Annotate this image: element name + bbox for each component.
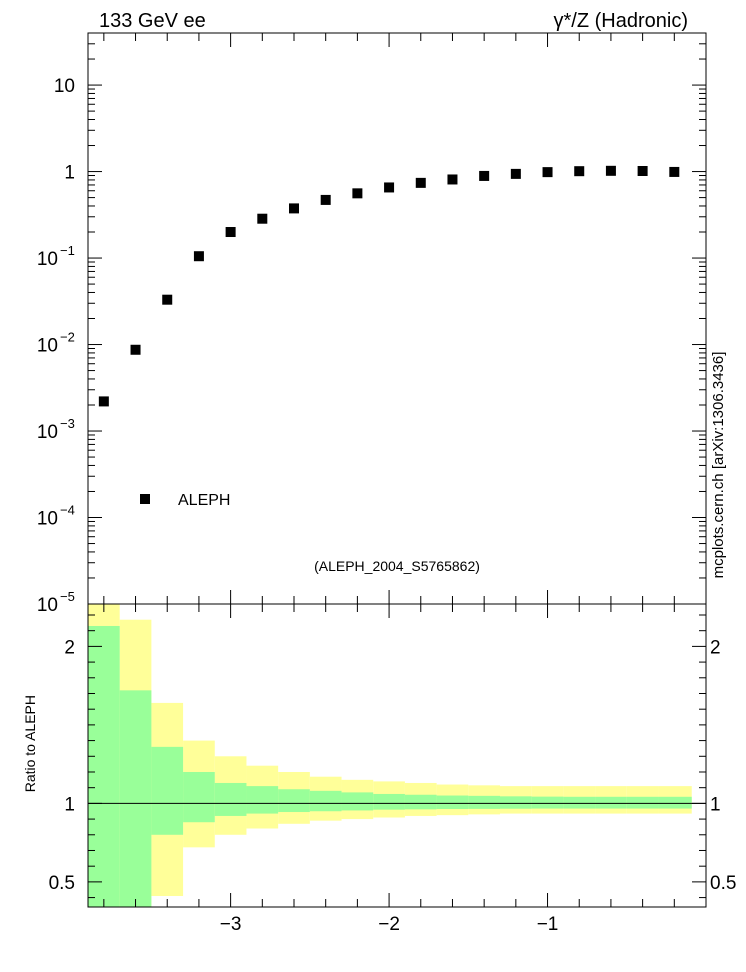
y-tick-label: 1 [64, 163, 75, 184]
ratio-y-axis-label: Ratio to ALEPH [22, 695, 38, 792]
stat-band-bin [626, 796, 659, 809]
data-point [605, 165, 616, 176]
data-point [98, 396, 109, 407]
stat-band-bin [531, 796, 564, 809]
legend: ALEPH [140, 492, 230, 509]
data-point [193, 251, 204, 262]
x-tick-label: −1 [537, 914, 559, 935]
stat-band-bin [278, 789, 310, 813]
ratio-y-tick-label: 0.5 [49, 873, 75, 894]
legend-marker [140, 494, 150, 504]
ratio-plot-frame [87, 603, 707, 908]
data-point [320, 194, 331, 205]
data-point [479, 170, 490, 181]
side-credit: mcplots.cern.ch [arXiv:1306.3436] [710, 352, 727, 579]
stat-band-bin [246, 786, 279, 814]
data-point [289, 203, 299, 214]
ratio-y-tick-label-right: 2 [710, 637, 721, 658]
data-point [162, 294, 173, 305]
data-point [130, 344, 141, 355]
y-tick-label: 10 [37, 422, 58, 443]
data-point [637, 165, 648, 176]
y-tick-label: 10 [54, 76, 75, 97]
y-tick-label: 10 [37, 249, 58, 270]
stat-band-bin [119, 690, 152, 907]
ratio-frame-group [87, 603, 707, 908]
ratio-y-tick-label: 2 [64, 637, 75, 658]
data-point [669, 166, 680, 177]
y-tick-label: 10 [37, 595, 58, 616]
data-point [510, 168, 521, 179]
header-right: γ*/Z (Hadronic) [554, 10, 688, 32]
data-point [415, 177, 426, 188]
stat-band-bin [373, 793, 405, 810]
stat-band-bin [88, 625, 120, 907]
stat-band-bin [436, 795, 469, 810]
x-tick-label: −3 [220, 914, 242, 935]
ratio-bands [88, 604, 706, 907]
header-left: 133 GeV ee [99, 10, 206, 32]
stat-band-bin [151, 746, 184, 835]
y-tick-label: 10 [37, 336, 58, 357]
y-tick-exponent: −3 [60, 416, 75, 431]
stat-band-bin [404, 794, 437, 810]
stat-band-bin [341, 792, 374, 811]
x-tick-label: −2 [378, 914, 400, 935]
stat-band-bin [595, 796, 627, 809]
data-point [542, 167, 553, 178]
stat-band-bin [468, 795, 500, 809]
stat-band-bin [500, 796, 532, 809]
stat-band-bin [563, 796, 596, 809]
y-tick-exponent: −2 [60, 330, 75, 345]
data-point [257, 213, 268, 224]
stat-band-bin [183, 771, 215, 823]
data-point [447, 174, 458, 185]
data-points [98, 165, 680, 407]
ratio-y-ticks: 0.5 0.5 1 1 2 2 [49, 614, 736, 899]
ratio-y-tick-label-right: 1 [710, 794, 721, 815]
data-point [352, 188, 363, 199]
y-tick-exponent: −1 [60, 243, 75, 258]
stat-band-bin [658, 796, 692, 809]
ratio-x-ticks: −3 −2 −1 [103, 604, 707, 935]
data-point [574, 166, 585, 177]
stat-band-bin [214, 782, 247, 816]
stat-band-bin [309, 790, 342, 812]
ratio-band-clipped [88, 604, 706, 907]
legend-label: ALEPH [178, 492, 230, 509]
ratio-y-tick-label-right: 0.5 [710, 873, 736, 894]
y-tick-exponent: −4 [60, 503, 75, 518]
data-point [225, 227, 236, 238]
ratio-y-tick-label: 1 [64, 794, 75, 815]
y-tick-exponent: −5 [60, 589, 75, 604]
analysis-id: (ALEPH_2004_S5765862) [314, 558, 480, 574]
data-point [384, 182, 395, 193]
main-x-ticks [103, 33, 707, 604]
y-tick-label: 10 [37, 509, 58, 530]
